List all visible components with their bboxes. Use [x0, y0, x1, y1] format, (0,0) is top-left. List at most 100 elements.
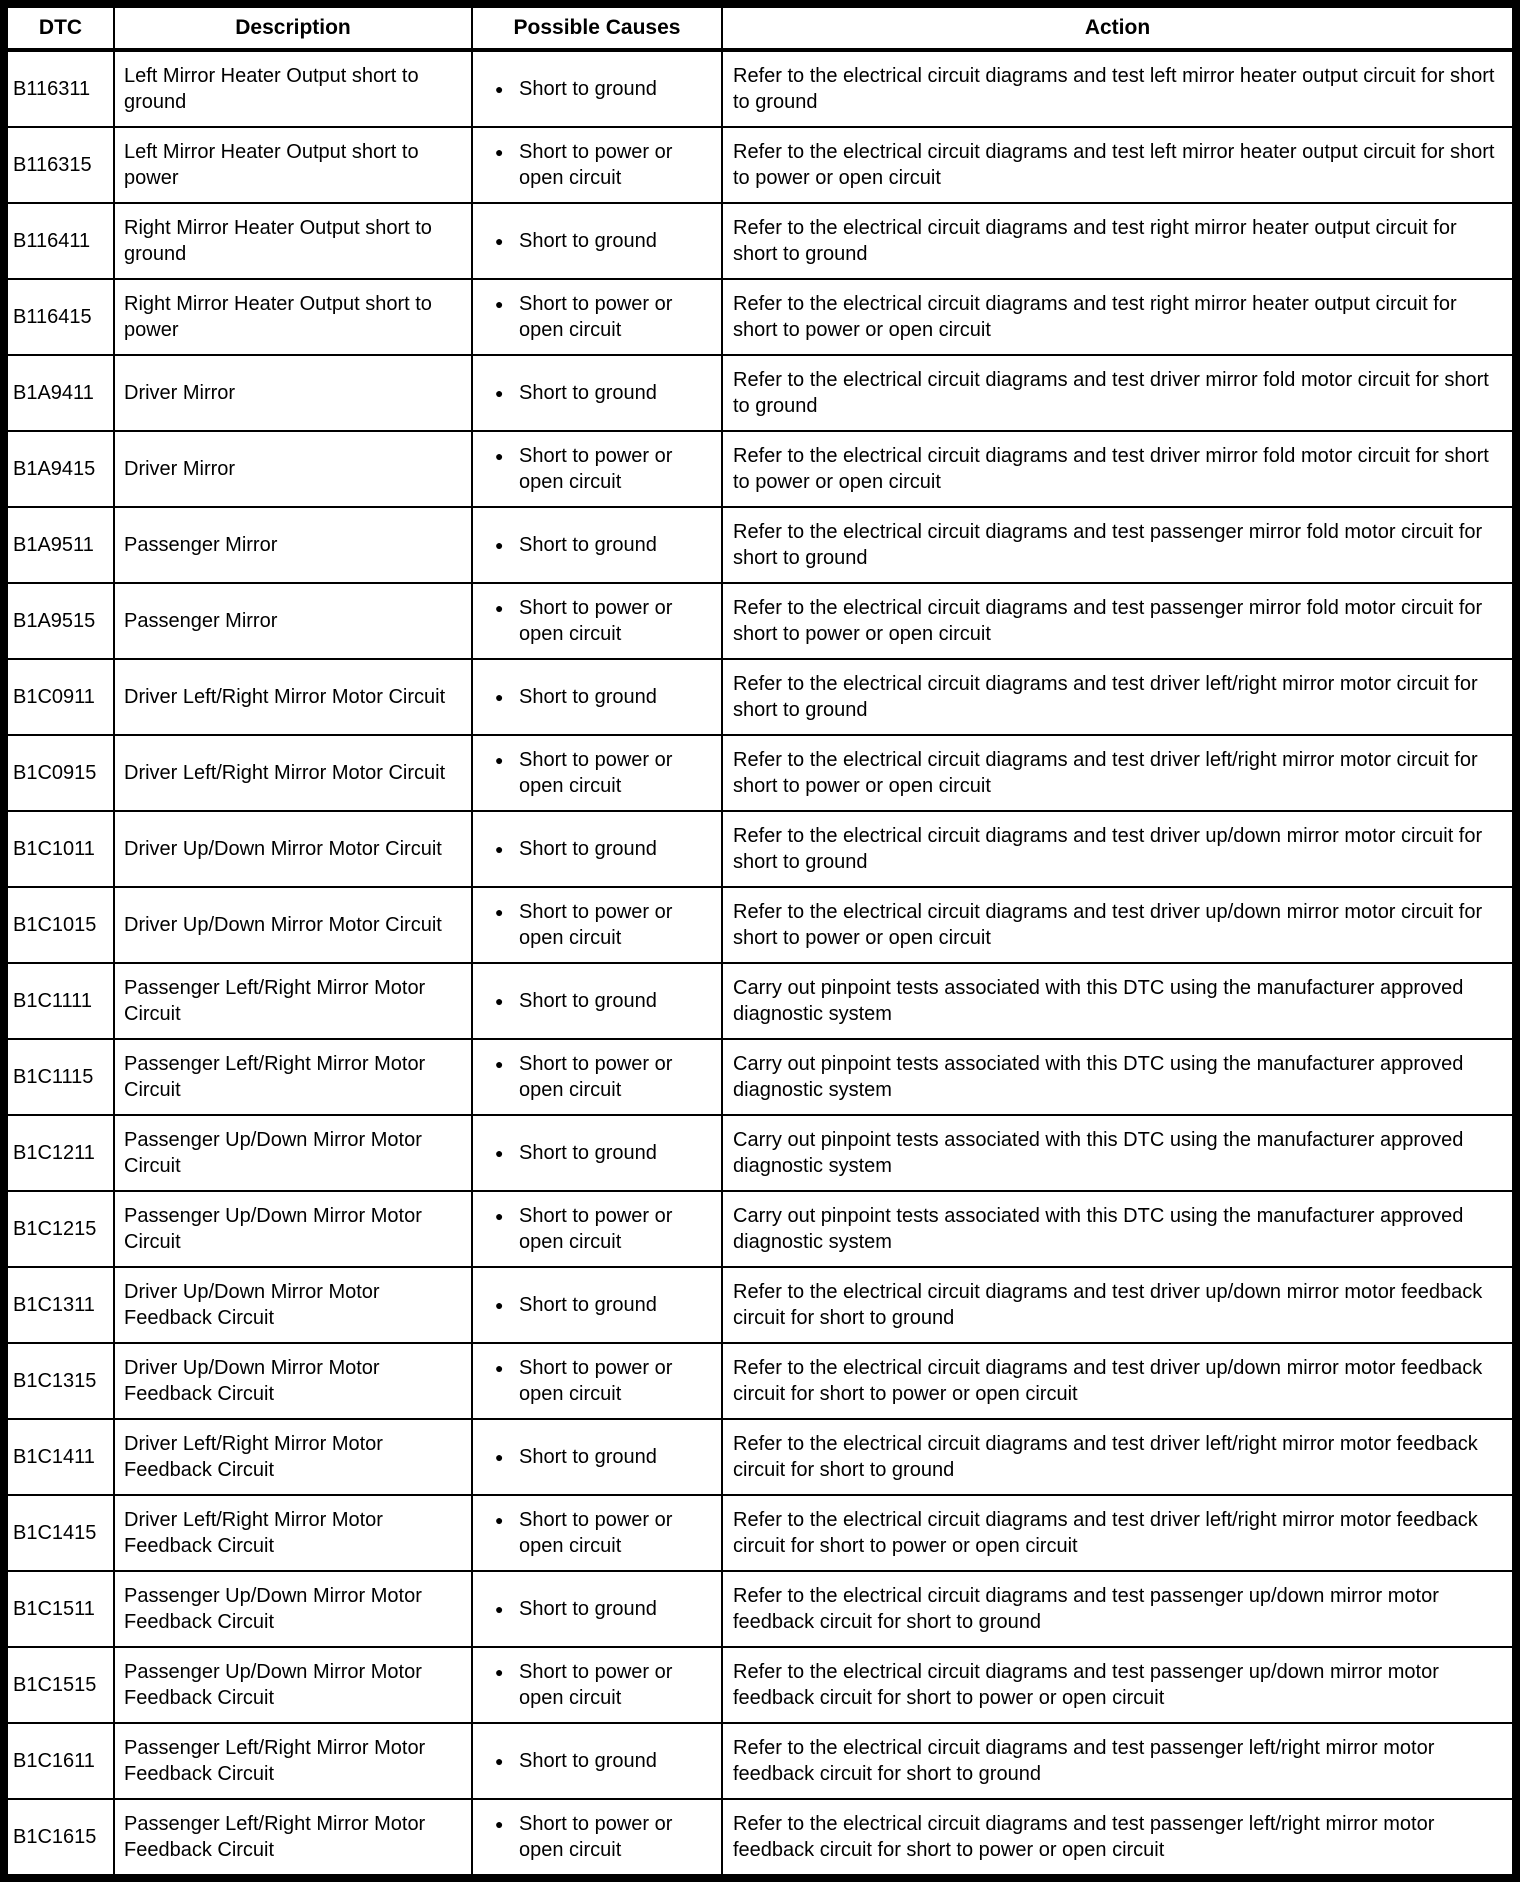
- cause-item: ● Short to power or open circuit: [474, 899, 717, 951]
- possible-causes-cell: ● Short to power or open circuit: [471, 1798, 723, 1879]
- cause-item: ● Short to ground: [474, 532, 717, 558]
- possible-causes-cell: ● Short to power or open circuit: [471, 1342, 723, 1420]
- description-cell: Driver Mirror: [113, 354, 473, 432]
- possible-causes-cell: ● Short to ground: [471, 49, 723, 128]
- bullet-icon: ●: [495, 1360, 504, 1376]
- description-cell: Driver Up/Down Mirror Motor Feedback Cir…: [113, 1342, 473, 1420]
- bullet-icon: ●: [495, 1753, 504, 1769]
- action-cell: Carry out pinpoint tests associated with…: [721, 1114, 1517, 1192]
- description-cell: Driver Mirror: [113, 430, 473, 508]
- cause-text: Short to power or open circuit: [519, 1813, 673, 1861]
- column-header-dtc: DTC: [3, 3, 115, 52]
- action-cell: Refer to the electrical circuit diagrams…: [721, 886, 1517, 964]
- possible-causes-cell: ● Short to power or open circuit: [471, 1646, 723, 1724]
- dtc-code-cell: B1C1511: [3, 1570, 115, 1648]
- possible-causes-cell: ● Short to power or open circuit: [471, 734, 723, 812]
- bullet-icon: ●: [495, 993, 504, 1009]
- possible-causes-cell: ● Short to power or open circuit: [471, 886, 723, 964]
- bullet-icon: ●: [495, 1601, 504, 1617]
- bullet-icon: ●: [495, 1449, 504, 1465]
- possible-causes-cell: ● Short to power or open circuit: [471, 1494, 723, 1572]
- table-row: B1C1315 Driver Up/Down Mirror Motor Feed…: [3, 1342, 1517, 1420]
- cause-item: ● Short to ground: [474, 1596, 717, 1622]
- bullet-icon: ●: [495, 1208, 504, 1224]
- dtc-code-cell: B1C1515: [3, 1646, 115, 1724]
- description-cell: Passenger Left/Right Mirror Motor Feedba…: [113, 1722, 473, 1800]
- cause-text: Short to ground: [519, 1446, 657, 1468]
- dtc-code-cell: B1A9515: [3, 582, 115, 660]
- cause-text: Short to ground: [519, 1598, 657, 1620]
- possible-causes-cell: ● Short to power or open circuit: [471, 126, 723, 204]
- possible-causes-cell: ● Short to ground: [471, 506, 723, 584]
- bullet-icon: ●: [495, 1816, 504, 1832]
- cause-text: Short to power or open circuit: [519, 901, 673, 949]
- table-row: B1C1415 Driver Left/Right Mirror Motor F…: [3, 1494, 1517, 1572]
- action-cell: Refer to the electrical circuit diagrams…: [721, 1418, 1517, 1496]
- bullet-icon: ●: [495, 537, 504, 553]
- description-cell: Driver Up/Down Mirror Motor Circuit: [113, 886, 473, 964]
- cause-text: Short to ground: [519, 78, 657, 100]
- dtc-code-cell: B116415: [3, 278, 115, 356]
- dtc-code-cell: B1A9415: [3, 430, 115, 508]
- description-cell: Driver Up/Down Mirror Motor Circuit: [113, 810, 473, 888]
- possible-causes-cell: ● Short to power or open circuit: [471, 1190, 723, 1268]
- action-cell: Refer to the electrical circuit diagrams…: [721, 126, 1517, 204]
- bullet-icon: ●: [495, 689, 504, 705]
- cause-item: ● Short to power or open circuit: [474, 595, 717, 647]
- cause-item: ● Short to power or open circuit: [474, 291, 717, 343]
- cause-text: Short to power or open circuit: [519, 1357, 673, 1405]
- possible-causes-cell: ● Short to ground: [471, 202, 723, 280]
- action-cell: Refer to the electrical circuit diagrams…: [721, 202, 1517, 280]
- possible-causes-cell: ● Short to ground: [471, 354, 723, 432]
- cause-text: Short to power or open circuit: [519, 1509, 673, 1557]
- description-cell: Driver Left/Right Mirror Motor Feedback …: [113, 1494, 473, 1572]
- cause-item: ● Short to power or open circuit: [474, 443, 717, 495]
- description-cell: Passenger Left/Right Mirror Motor Feedba…: [113, 1798, 473, 1879]
- cause-item: ● Short to ground: [474, 228, 717, 254]
- cause-text: Short to power or open circuit: [519, 1205, 673, 1253]
- possible-causes-cell: ● Short to ground: [471, 1266, 723, 1344]
- dtc-code-cell: B1C1411: [3, 1418, 115, 1496]
- action-cell: Refer to the electrical circuit diagrams…: [721, 354, 1517, 432]
- table-row: B116411 Right Mirror Heater Output short…: [3, 202, 1517, 280]
- cause-item: ● Short to power or open circuit: [474, 1659, 717, 1711]
- cause-text: Short to power or open circuit: [519, 597, 673, 645]
- dtc-code-cell: B1C1015: [3, 886, 115, 964]
- bullet-icon: ●: [495, 233, 504, 249]
- possible-causes-cell: ● Short to power or open circuit: [471, 582, 723, 660]
- bullet-icon: ●: [495, 448, 504, 464]
- bullet-icon: ●: [495, 1512, 504, 1528]
- cause-item: ● Short to ground: [474, 1444, 717, 1470]
- dtc-code-cell: B1C0911: [3, 658, 115, 736]
- bullet-icon: ●: [495, 1056, 504, 1072]
- action-cell: Refer to the electrical circuit diagrams…: [721, 734, 1517, 812]
- dtc-code-cell: B1C1011: [3, 810, 115, 888]
- cause-text: Short to ground: [519, 230, 657, 252]
- action-cell: Refer to the electrical circuit diagrams…: [721, 1646, 1517, 1724]
- possible-causes-cell: ● Short to power or open circuit: [471, 430, 723, 508]
- dtc-code-cell: B116411: [3, 202, 115, 280]
- action-cell: Refer to the electrical circuit diagrams…: [721, 49, 1517, 128]
- table-row: B1C1215 Passenger Up/Down Mirror Motor C…: [3, 1190, 1517, 1268]
- bullet-icon: ●: [495, 296, 504, 312]
- table-row: B1C1515 Passenger Up/Down Mirror Motor F…: [3, 1646, 1517, 1724]
- table-row: B116415 Right Mirror Heater Output short…: [3, 278, 1517, 356]
- action-cell: Refer to the electrical circuit diagrams…: [721, 1570, 1517, 1648]
- cause-item: ● Short to power or open circuit: [474, 747, 717, 799]
- cause-item: ● Short to ground: [474, 1292, 717, 1318]
- dtc-code-cell: B1C0915: [3, 734, 115, 812]
- description-cell: Left Mirror Heater Output short to groun…: [113, 49, 473, 128]
- cause-item: ● Short to power or open circuit: [474, 1811, 717, 1863]
- bullet-icon: ●: [495, 841, 504, 857]
- description-cell: Passenger Up/Down Mirror Motor Feedback …: [113, 1570, 473, 1648]
- bullet-icon: ●: [495, 752, 504, 768]
- table-row: B1A9415 Driver Mirror ● Short to power o…: [3, 430, 1517, 508]
- cause-text: Short to ground: [519, 990, 657, 1012]
- possible-causes-cell: ● Short to power or open circuit: [471, 278, 723, 356]
- bullet-icon: ●: [495, 904, 504, 920]
- description-cell: Passenger Left/Right Mirror Motor Circui…: [113, 1038, 473, 1116]
- bullet-icon: ●: [495, 1145, 504, 1161]
- table-header: DTC Description Possible Causes Action: [3, 3, 1517, 52]
- action-cell: Refer to the electrical circuit diagrams…: [721, 1722, 1517, 1800]
- table-header-row: DTC Description Possible Causes Action: [3, 3, 1517, 52]
